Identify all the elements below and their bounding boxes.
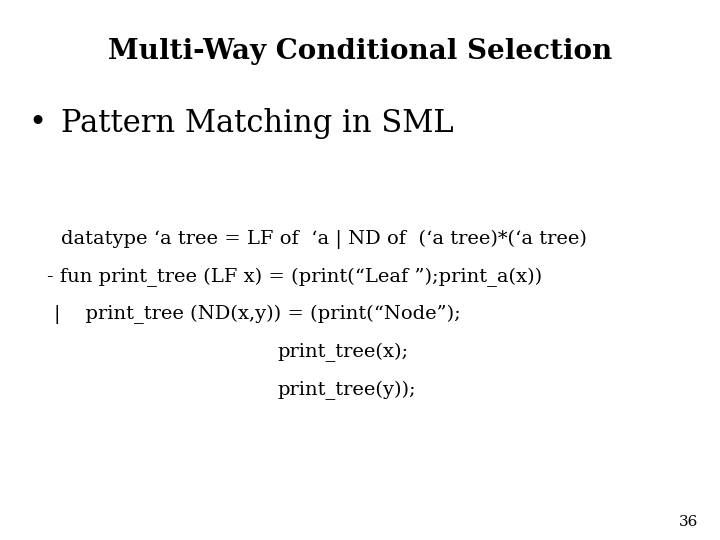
- Text: print_tree(x);: print_tree(x);: [277, 343, 408, 362]
- Text: print_tree(y));: print_tree(y));: [277, 381, 416, 400]
- Text: - fun print_tree (LF x) = (print(“Leaf ”);print_a(x)): - fun print_tree (LF x) = (print(“Leaf ”…: [47, 267, 542, 287]
- Text: Multi-Way Conditional Selection: Multi-Way Conditional Selection: [108, 38, 612, 65]
- Text: |    print_tree (ND(x,y)) = (print(“Node”);: | print_tree (ND(x,y)) = (print(“Node”);: [54, 305, 461, 325]
- Text: •: •: [29, 108, 47, 139]
- Text: Pattern Matching in SML: Pattern Matching in SML: [61, 108, 454, 139]
- Text: 36: 36: [679, 515, 698, 529]
- Text: datatype ‘a tree = LF of  ‘a | ND of  (‘a tree)*(‘a tree): datatype ‘a tree = LF of ‘a | ND of (‘a …: [61, 230, 587, 249]
